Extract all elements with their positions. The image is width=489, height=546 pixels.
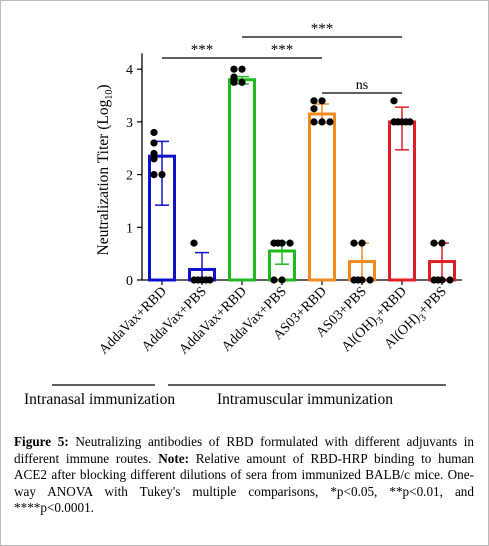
significance-label: *** — [311, 21, 334, 37]
data-point — [326, 118, 334, 126]
data-point — [194, 276, 202, 284]
data-point — [310, 118, 318, 126]
data-point — [270, 276, 278, 284]
data-point — [358, 239, 366, 247]
data-point — [354, 276, 362, 284]
data-point — [158, 171, 166, 179]
data-point — [238, 78, 246, 86]
data-point — [310, 97, 318, 105]
data-point — [438, 239, 446, 247]
data-points-layer — [150, 65, 454, 284]
group-label-intramuscular: Intramuscular immunization — [217, 391, 394, 408]
data-point — [318, 118, 326, 126]
bar — [308, 112, 336, 282]
data-point — [390, 97, 398, 105]
y-tick-label: 1 — [126, 221, 133, 236]
x-tick-labels: AddaVax+RBDAddaVax+PBSAddaVax+RBDAddaVax… — [96, 284, 449, 357]
figure-caption: Figure 5: Neutralizing antibodies of RBD… — [14, 434, 474, 517]
y-axis-label-subscript: 10 — [104, 90, 115, 100]
data-point — [350, 239, 358, 247]
data-point — [150, 139, 158, 147]
error-bars-layer — [155, 75, 449, 280]
data-point — [190, 239, 198, 247]
data-point — [202, 276, 210, 284]
y-axis-label-close: ) — [95, 84, 112, 89]
data-point — [318, 97, 326, 105]
data-point — [394, 118, 402, 126]
data-point — [366, 276, 374, 284]
caption-text: Neutralizing antibodies of RBD formulate… — [14, 434, 474, 466]
bars-layer — [148, 78, 456, 282]
caption-note-text: Relative amount of RBD-HRP binding to hu… — [14, 450, 474, 516]
y-tick-label: 3 — [126, 116, 133, 131]
data-point — [274, 239, 282, 247]
data-point — [150, 149, 158, 158]
group-label-intranasal: Intranasal immunization — [24, 391, 176, 408]
data-point — [278, 276, 286, 284]
y-axis-label-text: Neutralization Titer (Log — [95, 99, 112, 255]
data-point — [150, 155, 158, 163]
data-point — [310, 105, 318, 113]
data-point — [150, 128, 158, 137]
data-point — [238, 65, 246, 73]
data-point — [446, 276, 454, 284]
significance-label: ns — [356, 78, 368, 93]
significance-layer: *** *** *** ns — [162, 21, 402, 94]
data-point — [230, 65, 238, 73]
data-point — [434, 276, 442, 284]
data-point — [402, 118, 410, 126]
data-point — [230, 78, 238, 86]
y-axis-label: Neutralization Titer (Log10) — [95, 84, 115, 255]
significance-label: *** — [271, 42, 294, 58]
y-tick-label: 0 — [126, 274, 133, 289]
y-tick-label: 4 — [126, 63, 133, 78]
data-point — [286, 239, 294, 247]
y-tick-label: 2 — [126, 169, 133, 184]
data-point — [430, 239, 438, 247]
x-tick-label: AddaVax+RBD — [96, 284, 169, 357]
caption-note-label: Note: — [158, 450, 189, 466]
caption-figure-label: Figure 5: — [14, 434, 69, 449]
data-point — [150, 171, 158, 179]
bar — [228, 78, 256, 282]
significance-label: *** — [191, 42, 214, 58]
